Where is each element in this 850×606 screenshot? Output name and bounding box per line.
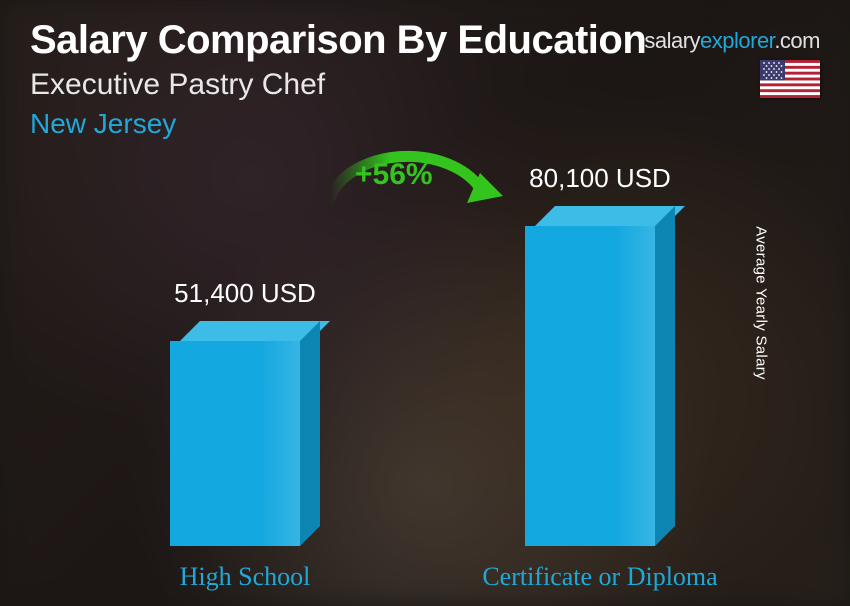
chart-area: 51,400 USDHigh School80,100 USDCertifica… bbox=[0, 186, 850, 606]
bar-value-hs: 51,400 USD bbox=[174, 278, 316, 309]
brand-prefix: salary bbox=[644, 28, 700, 53]
flag-icon bbox=[760, 60, 820, 98]
chart-subtitle: Executive Pastry Chef bbox=[30, 68, 325, 102]
bar-value-cert: 80,100 USD bbox=[529, 163, 671, 194]
brand-suffix: .com bbox=[774, 28, 820, 53]
bar-label-hs: High School bbox=[180, 562, 311, 592]
content-root: Salary Comparison By Education Executive… bbox=[0, 0, 850, 606]
bar-label-cert: Certificate or Diploma bbox=[482, 562, 717, 592]
bar-shape-hs bbox=[170, 341, 320, 546]
brand-mid: explorer bbox=[700, 28, 774, 53]
percent-change-label: +56% bbox=[355, 158, 433, 192]
chart-title: Salary Comparison By Education bbox=[30, 18, 646, 63]
brand-text: salaryexplorer.com bbox=[644, 28, 820, 54]
bar-shape-cert bbox=[525, 226, 675, 546]
chart-location: New Jersey bbox=[30, 108, 176, 140]
